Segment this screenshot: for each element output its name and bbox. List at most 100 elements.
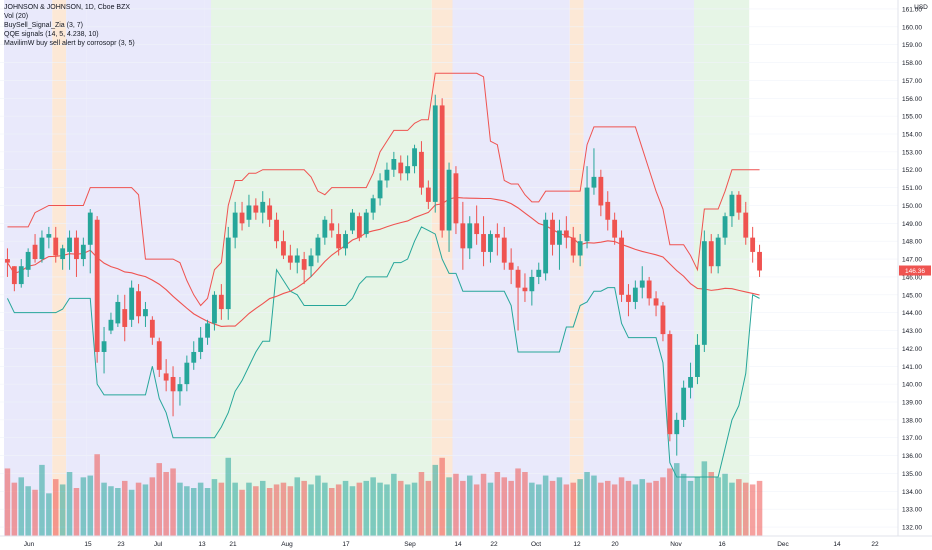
legend-indicator-buysell: BuySell_Signal_Zia (3, 7) <box>4 22 83 29</box>
candle <box>143 301 148 327</box>
candle <box>336 223 342 256</box>
volume-bar <box>266 488 273 536</box>
time-tick-label: Dec <box>777 541 789 548</box>
candle-body <box>674 419 680 435</box>
candle <box>481 216 486 267</box>
volume-bar <box>59 484 66 536</box>
candle <box>5 248 10 277</box>
candle-body <box>646 280 652 299</box>
candle <box>722 212 728 245</box>
price-tick-label: 160.00 <box>902 24 922 31</box>
candle-body <box>405 166 411 174</box>
candle <box>281 230 286 260</box>
candle <box>108 312 114 335</box>
volume-bar <box>480 473 487 536</box>
candle-body <box>570 237 576 256</box>
volume-bar <box>18 477 25 536</box>
candle-body <box>350 212 355 231</box>
candle <box>246 194 252 227</box>
candle-body <box>46 234 52 238</box>
volume-bar <box>135 482 142 536</box>
candle <box>129 280 135 327</box>
candle-body <box>612 219 618 238</box>
candle <box>405 155 411 181</box>
candle-body <box>377 180 383 199</box>
candle-body <box>246 205 252 220</box>
candle-body <box>384 169 390 181</box>
moving-average-line <box>6 196 760 328</box>
candle-body <box>639 280 645 288</box>
candle <box>453 166 459 235</box>
candle <box>149 316 155 345</box>
time-tick-label: Oct <box>531 541 541 548</box>
volume-bar <box>156 463 163 536</box>
legend-indicator-qqe: QQE signals (14, 5, 4.238, 10) <box>4 31 99 38</box>
volume-bar <box>170 468 176 536</box>
candle-body <box>543 219 549 274</box>
last-price-label: 146.36 <box>905 268 925 275</box>
volume-bar <box>52 479 59 536</box>
volume-bar <box>680 473 687 536</box>
time-tick-label: Jul <box>154 541 163 548</box>
candle <box>488 230 493 263</box>
candle-body <box>281 241 286 256</box>
resistance-line <box>7 72 760 307</box>
candle-body <box>225 237 231 310</box>
candle-body <box>419 151 424 188</box>
volume-bar <box>522 472 528 536</box>
price-tick-label: 158.00 <box>902 60 922 67</box>
candle <box>474 205 480 245</box>
price-tick-label: 144.00 <box>902 310 922 317</box>
candle <box>688 362 693 399</box>
candle-body <box>294 255 300 263</box>
candle-body <box>736 194 742 213</box>
candle-body <box>522 287 528 292</box>
volume-bar <box>342 480 349 536</box>
currency-label: USD <box>914 4 928 11</box>
background-band <box>211 0 432 536</box>
candle-body <box>446 169 452 231</box>
candle <box>350 209 355 235</box>
candle-body <box>453 173 459 224</box>
candle-body <box>660 305 666 335</box>
candle-body <box>501 237 507 263</box>
candle <box>570 226 576 263</box>
volume-bar <box>667 468 673 536</box>
volume-bar <box>653 480 659 536</box>
volume-bar <box>73 488 80 536</box>
price-tick-label: 145.00 <box>902 292 922 299</box>
price-tick-label: 150.00 <box>902 203 922 210</box>
volume-bar <box>736 479 742 536</box>
price-tick-label: 152.00 <box>902 167 922 174</box>
candle-body <box>301 259 307 270</box>
legend-title: JOHNSON & JOHNSON, 1D, Cboe BZX <box>4 4 131 11</box>
candle-body <box>343 234 348 249</box>
candle-body <box>508 262 514 270</box>
candle-body <box>260 201 266 213</box>
candle <box>239 201 245 231</box>
candle <box>653 291 659 317</box>
volume-bar <box>660 477 666 536</box>
candle-body <box>750 237 756 252</box>
price-tick-label: 138.00 <box>902 417 922 424</box>
candle-body <box>177 384 183 392</box>
candle <box>515 266 521 331</box>
candle-body <box>467 223 473 249</box>
candle <box>529 269 535 306</box>
candle <box>177 376 183 406</box>
volume-bar <box>722 473 728 536</box>
volume-bar <box>294 477 301 536</box>
candle <box>232 201 238 249</box>
candle-body <box>391 159 397 170</box>
candle-body <box>757 251 762 271</box>
candle-body <box>605 201 611 220</box>
candle-body <box>32 244 38 260</box>
candle-body <box>557 230 562 245</box>
candle-body <box>536 269 542 277</box>
candle <box>39 230 45 263</box>
candle <box>563 216 569 249</box>
candle <box>543 212 549 281</box>
price-tick-label: 142.00 <box>902 346 922 353</box>
candle <box>198 326 204 360</box>
